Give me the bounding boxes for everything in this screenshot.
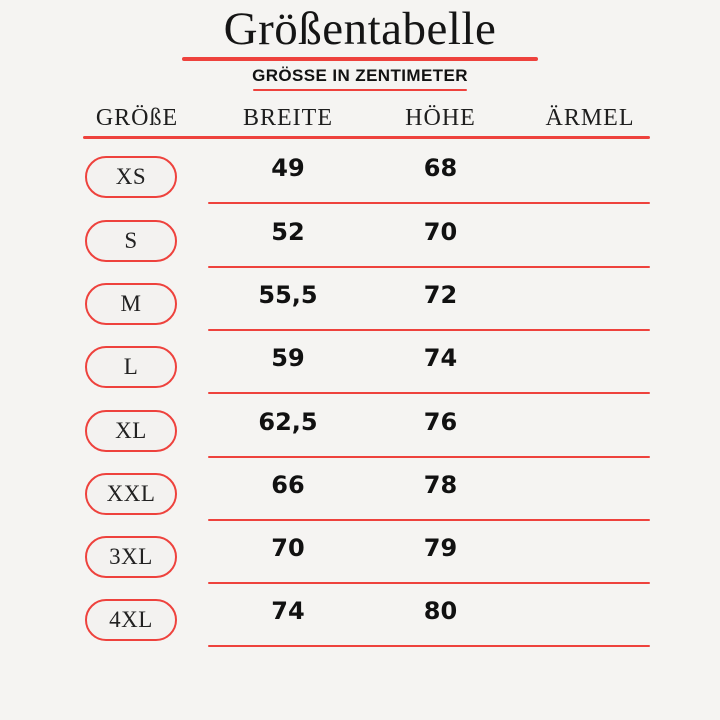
hoehe-value: 80	[423, 597, 458, 625]
row-divider	[208, 582, 650, 584]
size-badge: M	[85, 283, 177, 325]
size-badge: XL	[85, 410, 177, 452]
size-badge: S	[85, 220, 177, 262]
size-label: 4XL	[109, 607, 153, 632]
breite-value: 49	[271, 154, 305, 182]
row-divider	[208, 266, 650, 268]
size-label: XL	[115, 418, 147, 443]
row-divider	[208, 329, 650, 331]
column-header-groesse: GRÖßE	[95, 105, 179, 131]
breite-value: 52	[271, 218, 305, 246]
breite-value: 59	[271, 344, 305, 372]
table-row-3xl: 3XL 70 79	[60, 526, 660, 588]
table-row-xl: XL 62,5 76	[60, 400, 660, 462]
hoehe-value: 79	[423, 534, 458, 562]
breite-value: 62,5	[258, 408, 318, 436]
table-row-xxl: XXL 66 78	[60, 463, 660, 525]
table-row-m: M 55,5 72	[60, 273, 660, 335]
size-badge: L	[85, 346, 177, 388]
hoehe-value: 78	[423, 471, 458, 499]
table-row-s: S 52 70	[60, 210, 660, 272]
size-label: S	[124, 228, 138, 253]
header-divider	[83, 136, 650, 139]
hoehe-value: 74	[423, 344, 458, 372]
size-badge: 3XL	[85, 536, 177, 578]
table-row-l: L 59 74	[60, 336, 660, 398]
column-header-breite: BREITE	[243, 105, 333, 131]
hoehe-value: 70	[423, 218, 458, 246]
size-badge: 4XL	[85, 599, 177, 641]
table-row-xs: XS 49 68	[60, 146, 660, 208]
title-underline	[182, 57, 538, 61]
hoehe-value: 76	[423, 408, 458, 436]
size-label: XS	[115, 164, 147, 189]
subtitle: GRÖSSE IN ZENTIMETER	[252, 66, 468, 85]
size-label: XXL	[106, 481, 156, 506]
subtitle-underline	[253, 89, 467, 91]
row-divider	[208, 645, 650, 647]
breite-value: 55,5	[258, 281, 318, 309]
size-label: 3XL	[109, 544, 153, 569]
hoehe-value: 72	[423, 281, 458, 309]
table-header-row: GRÖßE BREITE HÖHE ÄRMEL	[60, 101, 660, 141]
row-divider	[208, 519, 650, 521]
size-badge: XXL	[85, 473, 177, 515]
column-header-hoehe: HÖHE	[405, 105, 476, 131]
size-label: L	[123, 354, 139, 379]
table-row-4xl: 4XL 74 80	[60, 589, 660, 651]
row-divider	[208, 392, 650, 394]
size-label: M	[120, 291, 142, 316]
row-divider	[208, 202, 650, 204]
row-divider	[208, 456, 650, 458]
breite-value: 74	[271, 597, 305, 625]
column-header-aermel: ÄRMEL	[545, 105, 635, 131]
page-title: Größentabelle	[223, 3, 497, 55]
breite-value: 66	[271, 471, 305, 499]
breite-value: 70	[271, 534, 305, 562]
hoehe-value: 68	[423, 154, 458, 182]
size-badge: XS	[85, 156, 177, 198]
